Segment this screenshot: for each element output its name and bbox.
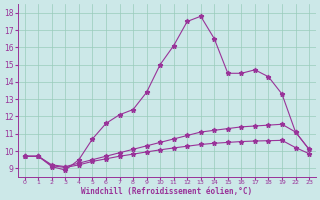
X-axis label: Windchill (Refroidissement éolien,°C): Windchill (Refroidissement éolien,°C) (81, 187, 252, 196)
